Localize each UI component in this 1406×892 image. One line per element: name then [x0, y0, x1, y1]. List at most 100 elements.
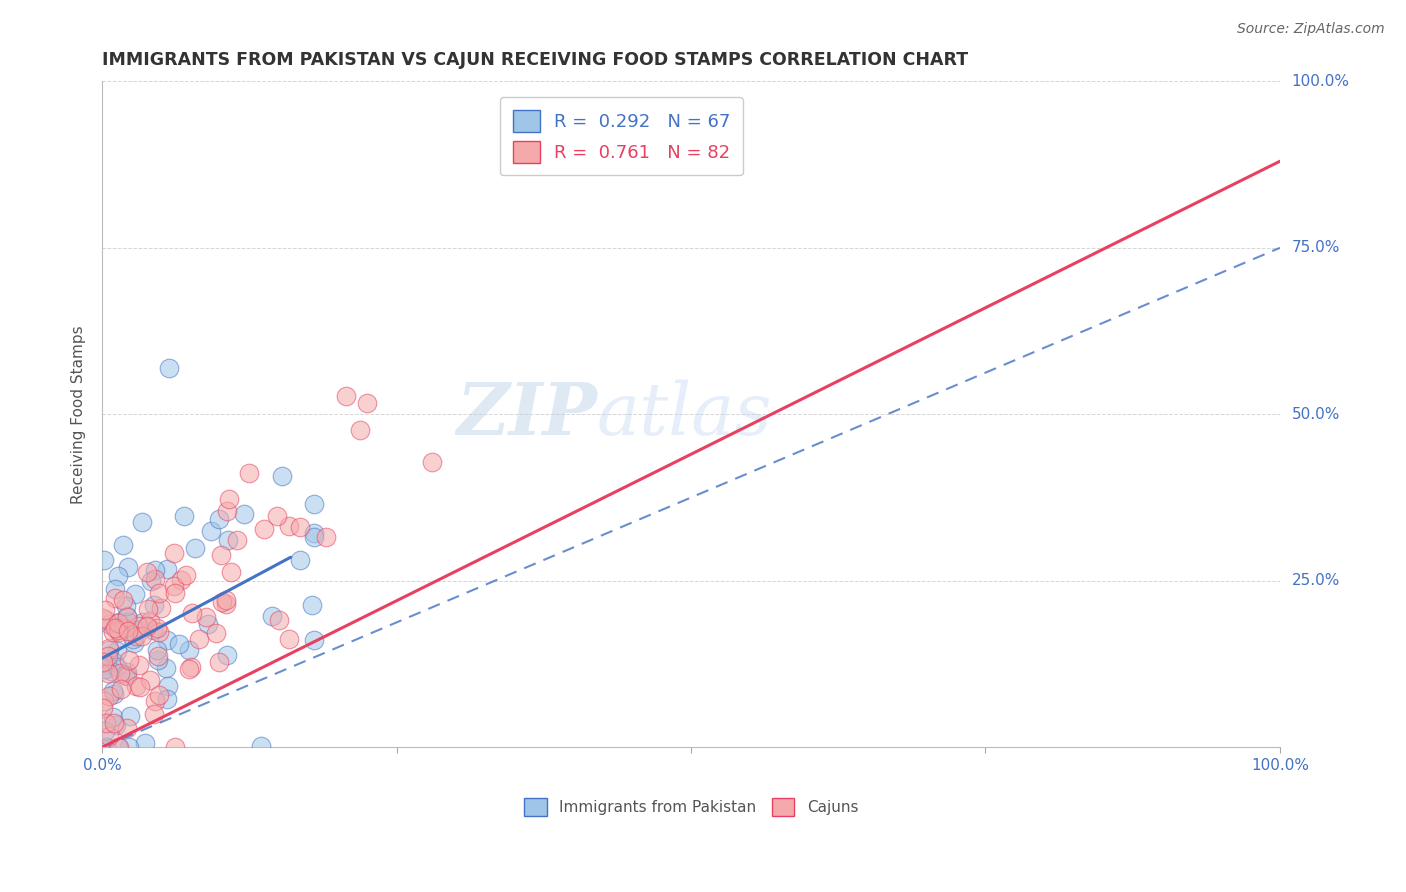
Point	[163, 586, 186, 600]
Point	[94, 715, 117, 730]
Point	[128, 657, 150, 672]
Point	[217, 533, 239, 547]
Point	[179, 642, 201, 657]
Point	[100, 664, 122, 678]
Point	[170, 573, 193, 587]
Point	[94, 740, 117, 755]
Point	[167, 637, 190, 651]
Point	[94, 603, 117, 617]
Point	[138, 614, 160, 628]
Y-axis label: Receiving Food Stamps: Receiving Food Stamps	[72, 325, 86, 504]
Point	[98, 617, 121, 632]
Point	[269, 613, 291, 627]
Point	[148, 624, 170, 639]
Point	[214, 597, 236, 611]
Point	[118, 709, 141, 723]
Text: 25.0%: 25.0%	[1292, 574, 1340, 588]
Point	[260, 608, 283, 623]
Point	[131, 515, 153, 529]
Point	[139, 574, 162, 589]
Point	[125, 680, 148, 694]
Point	[195, 610, 218, 624]
Text: 50.0%: 50.0%	[1292, 407, 1340, 422]
Point	[208, 656, 231, 670]
Point	[157, 361, 180, 376]
Point	[155, 691, 177, 706]
Point	[117, 559, 139, 574]
Point	[124, 636, 146, 650]
Point	[356, 396, 378, 410]
Point	[108, 615, 131, 629]
Point	[103, 687, 125, 701]
Point	[117, 624, 139, 639]
Point	[118, 653, 141, 667]
Point	[103, 625, 125, 640]
Point	[107, 569, 129, 583]
Point	[112, 621, 135, 635]
Point	[104, 591, 127, 606]
Text: Source: ZipAtlas.com: Source: ZipAtlas.com	[1237, 22, 1385, 37]
Text: ZIP: ZIP	[456, 379, 598, 450]
Point	[101, 683, 124, 698]
Point	[420, 455, 443, 469]
Point	[125, 623, 148, 637]
Point	[108, 666, 131, 681]
Point	[105, 660, 128, 674]
Point	[157, 680, 180, 694]
Point	[98, 689, 121, 703]
Point	[122, 632, 145, 646]
Point	[136, 602, 159, 616]
Point	[127, 619, 149, 633]
Point	[93, 662, 115, 676]
Point	[302, 526, 325, 541]
Point	[180, 607, 202, 621]
Point	[288, 520, 311, 534]
Point	[146, 648, 169, 663]
Point	[215, 504, 238, 518]
Point	[97, 649, 120, 664]
Point	[266, 509, 288, 524]
Point	[128, 681, 150, 695]
Point	[218, 491, 240, 506]
Point	[142, 624, 165, 638]
Point	[200, 524, 222, 538]
Point	[315, 530, 337, 544]
Point	[188, 632, 211, 646]
Point	[105, 644, 128, 658]
Point	[143, 572, 166, 586]
Point	[301, 598, 323, 612]
Point	[219, 565, 242, 579]
Point	[115, 608, 138, 623]
Point	[290, 553, 312, 567]
Point	[209, 548, 232, 562]
Point	[111, 592, 134, 607]
Point	[142, 707, 165, 722]
Point	[177, 662, 200, 676]
Point	[115, 665, 138, 679]
Point	[155, 661, 177, 675]
Point	[110, 682, 132, 697]
Point	[108, 625, 131, 640]
Point	[93, 694, 115, 708]
Point	[253, 522, 276, 536]
Point	[124, 587, 146, 601]
Point	[233, 507, 256, 521]
Point	[107, 623, 129, 637]
Point	[143, 563, 166, 577]
Legend: Immigrants from Pakistan, Cajuns: Immigrants from Pakistan, Cajuns	[517, 791, 865, 822]
Point	[180, 660, 202, 674]
Point	[98, 640, 121, 655]
Point	[163, 579, 186, 593]
Point	[302, 633, 325, 648]
Text: IMMIGRANTS FROM PAKISTAN VS CAJUN RECEIVING FOOD STAMPS CORRELATION CHART: IMMIGRANTS FROM PAKISTAN VS CAJUN RECEIV…	[103, 51, 969, 69]
Point	[165, 740, 187, 755]
Point	[146, 653, 169, 667]
Point	[174, 568, 197, 582]
Point	[156, 562, 179, 576]
Point	[101, 710, 124, 724]
Point	[173, 508, 195, 523]
Point	[96, 740, 118, 755]
Point	[98, 729, 121, 743]
Point	[184, 541, 207, 555]
Point	[150, 600, 173, 615]
